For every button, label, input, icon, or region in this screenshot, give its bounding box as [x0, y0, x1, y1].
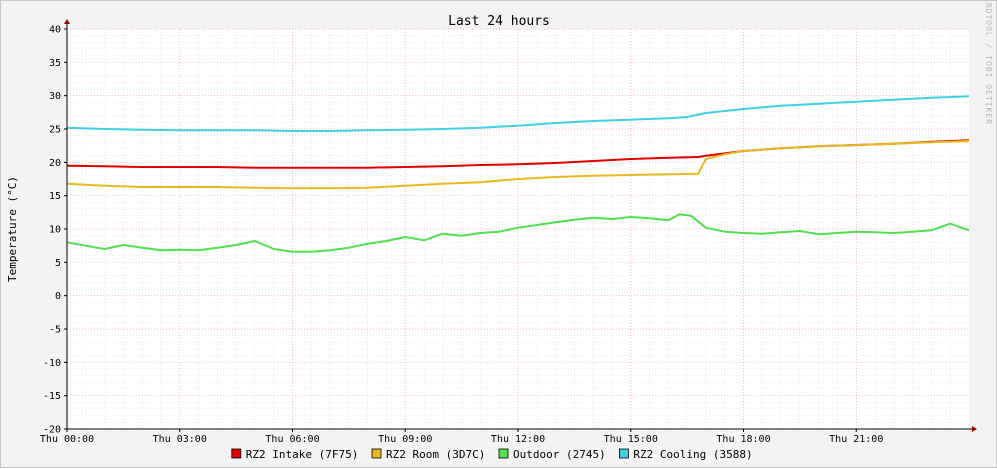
- x-tick-label: Thu 18:00: [716, 434, 770, 445]
- legend-label-3: RZ2 Cooling (3588): [633, 448, 752, 461]
- legend-swatch-0: [231, 448, 242, 459]
- y-tick-label: 15: [49, 191, 61, 202]
- x-tick-labels: Thu 00:00 Thu 03:00 Thu 06:00 Thu 09:00 Thu …: [40, 434, 883, 445]
- y-tick-label: 40: [49, 25, 61, 36]
- y-tick-label: -15: [43, 391, 61, 402]
- y-tick-label: -5: [49, 325, 61, 336]
- y-tick-label: 0: [55, 291, 61, 302]
- series-line-3: [66, 95, 970, 132]
- y-tick-label: -20: [43, 425, 61, 436]
- y-tick-label: 30: [49, 91, 61, 102]
- y-tick-label: -10: [43, 358, 61, 369]
- y-tick-label: 35: [49, 58, 61, 69]
- y-tick-label: 25: [49, 125, 61, 136]
- series-layer: [66, 95, 970, 253]
- y-tick-label: 5: [55, 258, 61, 269]
- x-tick-label: Thu 21:00: [829, 434, 883, 445]
- rrdtool-watermark: RRDTOOL / TOBI OETIKER: [984, 1, 993, 125]
- y-tick-label: 10: [49, 225, 61, 236]
- y-axis-arrow: [64, 19, 70, 24]
- chart-title: Last 24 hours: [448, 14, 550, 29]
- x-tick-label: Thu 06:00: [265, 434, 319, 445]
- x-tick-label: Thu 00:00: [40, 434, 94, 445]
- legend: RZ2 Intake (7F75) RZ2 Room (3D7C) Outdoor …: [231, 448, 753, 461]
- x-tick-label: Thu 15:00: [604, 434, 658, 445]
- axes: [64, 19, 977, 432]
- y-axis-title: Temperature (°C): [6, 176, 19, 282]
- grid-major-vertical: [66, 29, 857, 429]
- legend-label-0: RZ2 Intake (7F75): [246, 448, 359, 461]
- legend-swatch-1: [371, 448, 382, 459]
- legend-swatch-2: [498, 448, 509, 459]
- x-tick-label: Thu 12:00: [491, 434, 545, 445]
- x-axis-arrow: [972, 426, 977, 432]
- legend-label-1: RZ2 Room (3D7C): [386, 448, 485, 461]
- legend-label-2: Outdoor (2745): [513, 448, 606, 461]
- x-tick-label: Thu 03:00: [153, 434, 207, 445]
- y-tick-labels: -20 -15 -10 -5 0 5 10 15 20 25 30 35 40: [43, 25, 61, 436]
- x-tick-label: Thu 09:00: [378, 434, 432, 445]
- series-line-1: [66, 140, 970, 190]
- legend-swatch-3: [619, 448, 629, 459]
- series-line-2: [66, 213, 970, 253]
- y-tick-label: 20: [49, 158, 61, 169]
